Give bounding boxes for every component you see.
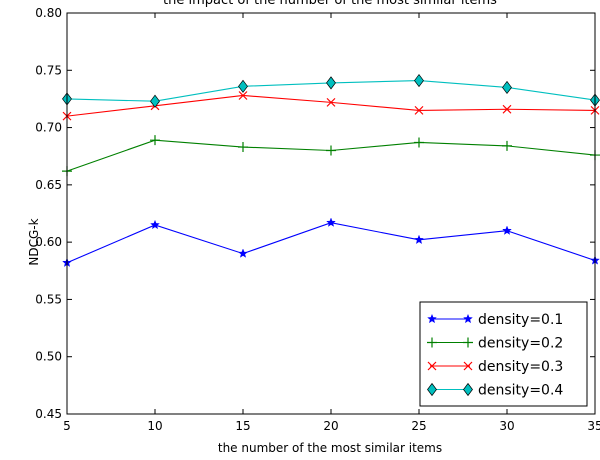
data-point-s3-5	[414, 105, 424, 115]
data-point-s2-6	[502, 140, 512, 151]
data-point-s4-4	[326, 76, 336, 90]
y-tick-label: 0.70	[35, 121, 62, 135]
axes: 5 10 15 20 25 30 35 0.45 0.50 0.55 0.60 0.65 0.70 0.7…	[35, 6, 600, 433]
y-tick-label: 0.75	[35, 63, 62, 77]
y-tick-label: 0.60	[35, 235, 62, 249]
y-tick-label: 0.80	[35, 6, 62, 20]
data-point-s2-2	[150, 135, 160, 146]
legend-label-1: density=0.1	[478, 312, 563, 328]
legend-label-3: density=0.3	[478, 359, 563, 375]
x-tick-label: 5	[63, 419, 71, 433]
legend-label-4: density=0.4	[478, 383, 563, 399]
data-point-s4-5	[414, 74, 424, 88]
y-axis-label: NDCG-k	[27, 218, 41, 265]
series-line-1	[66, 222, 596, 264]
legend-marker-1	[463, 313, 473, 324]
data-point-s4-2	[150, 94, 160, 108]
plot-area	[62, 74, 600, 267]
series-line-3	[66, 94, 596, 117]
legend-marker-3	[427, 361, 437, 371]
data-point-s1-2	[150, 219, 160, 230]
legend-marker-1	[427, 313, 437, 324]
y-tick-label: 0.50	[35, 350, 62, 364]
series-line-2	[66, 139, 596, 172]
legend-marker-4	[427, 382, 437, 397]
x-tick-label: 30	[499, 419, 514, 433]
data-point-s4-6	[502, 80, 512, 95]
legend: density=0.1 density=0.2 density=0.3 density…	[419, 301, 588, 407]
data-point-s2-5	[414, 137, 424, 148]
legend-marker-3	[463, 361, 473, 371]
data-point-s1-4	[326, 217, 336, 227]
x-tick-label: 25	[411, 419, 426, 433]
data-point-s4-3	[238, 79, 248, 93]
y-tick-label: 0.65	[35, 178, 62, 192]
data-point-s1-5	[414, 234, 424, 245]
data-point-s2-3	[238, 142, 248, 153]
chart-title: the impact of the number of the most sim…	[163, 0, 497, 8]
x-axis-label: the number of the most similar items	[218, 441, 442, 455]
x-tick-label: 10	[147, 419, 162, 433]
data-point-s1-6	[502, 225, 512, 235]
data-point-s3-6	[502, 104, 512, 114]
x-tick-label: 15	[235, 419, 250, 433]
data-point-s1-3	[238, 248, 248, 258]
legend-marker-2	[427, 337, 437, 348]
x-tick-label: 35	[587, 419, 600, 433]
legend-marker-2	[463, 337, 473, 348]
data-point-s2-4	[326, 145, 336, 156]
x-tick-label: 20	[323, 419, 338, 433]
y-tick-label: 0.45	[35, 407, 62, 421]
legend-label-2: density=0.2	[478, 336, 563, 352]
data-point-s3-4	[326, 97, 336, 107]
data-point-s3-3	[238, 91, 248, 100]
y-tick-label: 0.55	[35, 292, 62, 306]
legend-marker-4	[463, 382, 473, 397]
